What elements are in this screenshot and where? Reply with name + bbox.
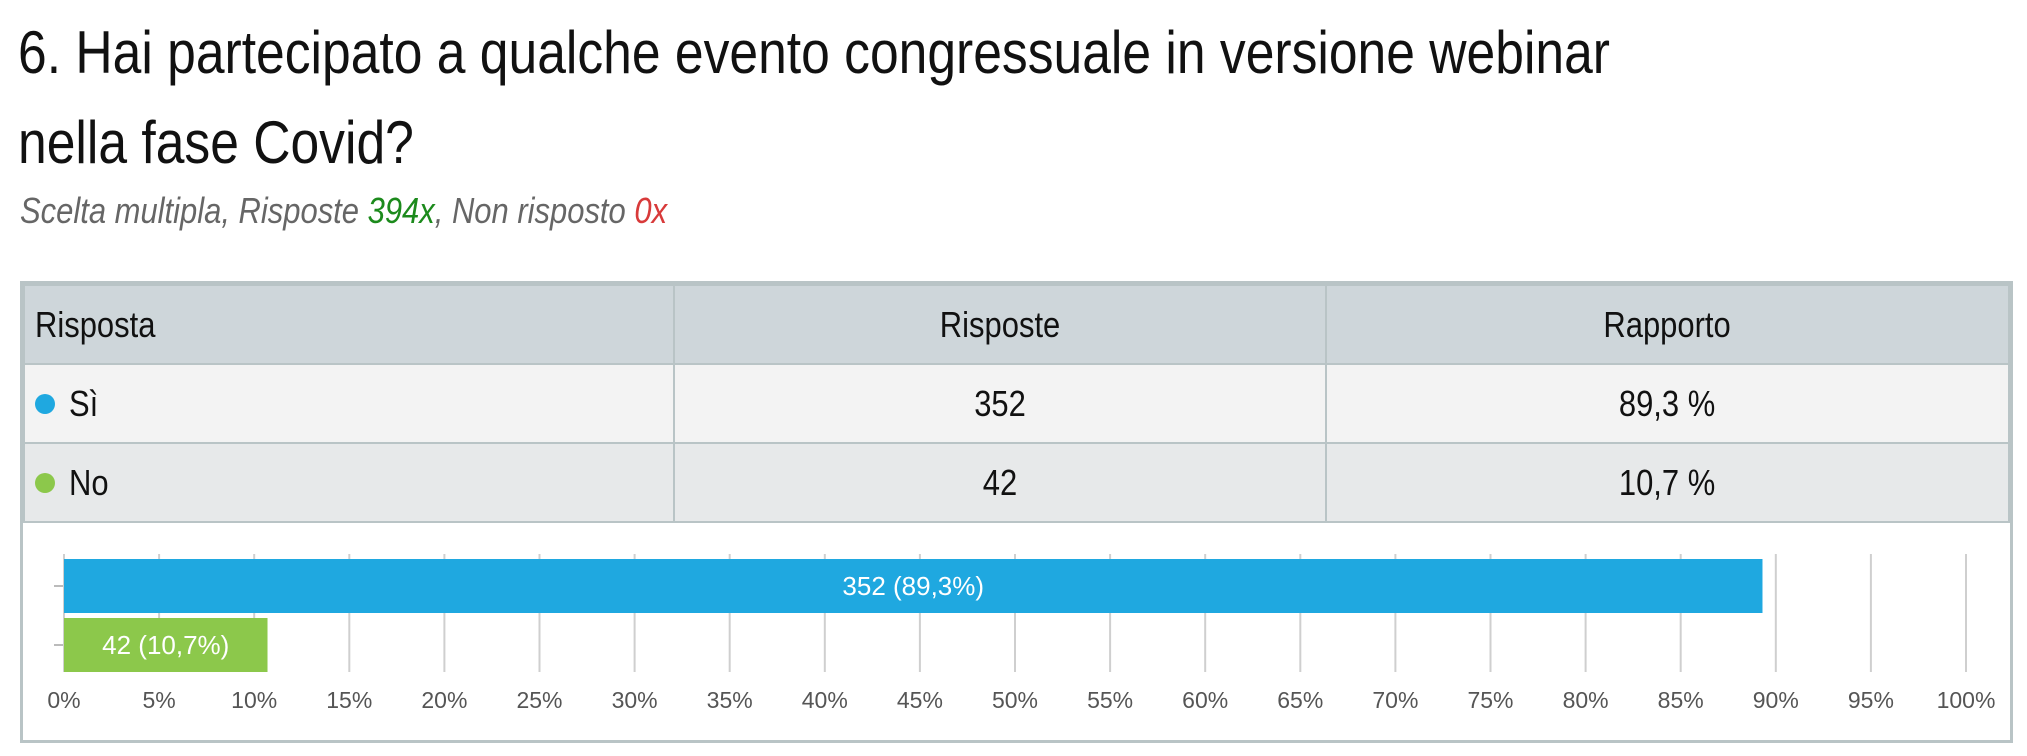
legend-dot-icon bbox=[35, 472, 55, 493]
x-tick-label: 35% bbox=[707, 687, 753, 713]
header-rapporto: Rapporto bbox=[1325, 284, 2010, 365]
x-tick-label: 80% bbox=[1563, 687, 1609, 713]
x-tick-label: 15% bbox=[326, 687, 372, 713]
row-count-cell: 42 bbox=[673, 442, 1327, 523]
data-label: 352 (89,3%) bbox=[842, 571, 984, 601]
row-ratio-cell: 10,7 % bbox=[1325, 442, 2010, 523]
x-tick-label: 85% bbox=[1658, 687, 1704, 713]
table-header-row: Risposta Risposte Rapporto bbox=[23, 284, 2010, 365]
x-tick-label: 10% bbox=[231, 687, 277, 713]
unanswered-count: 0x bbox=[634, 190, 668, 231]
question-subtitle: Scelta multipla, Risposte 394x, Non risp… bbox=[20, 190, 667, 232]
subtitle-prefix: Scelta multipla, Risposte bbox=[20, 190, 368, 231]
x-tick-label: 55% bbox=[1087, 687, 1133, 713]
x-tick-label: 70% bbox=[1372, 687, 1418, 713]
row-count-cell: 352 bbox=[673, 363, 1327, 444]
answered-count: 394x bbox=[367, 190, 435, 231]
subtitle-middle: , Non risposto bbox=[434, 190, 635, 231]
bar bbox=[64, 618, 268, 672]
row-label-cell: Sì bbox=[23, 363, 675, 444]
x-tick-label: 100% bbox=[1937, 687, 1996, 713]
bar bbox=[64, 559, 1763, 613]
data-label: 42 (10,7%) bbox=[102, 630, 229, 660]
row-ratio-cell: 89,3 % bbox=[1325, 363, 2010, 444]
x-tick-label: 95% bbox=[1848, 687, 1894, 713]
x-tick-label: 45% bbox=[897, 687, 943, 713]
x-tick-label: 0% bbox=[47, 687, 80, 713]
x-tick-label: 65% bbox=[1277, 687, 1323, 713]
header-risposta: Risposta bbox=[23, 284, 675, 365]
question-title: 6. Hai partecipato a qualche evento cong… bbox=[18, 19, 1610, 176]
x-tick-label: 25% bbox=[516, 687, 562, 713]
x-tick-label: 90% bbox=[1753, 687, 1799, 713]
x-tick-label: 60% bbox=[1182, 687, 1228, 713]
x-tick-label: 75% bbox=[1467, 687, 1513, 713]
x-tick-label: 50% bbox=[992, 687, 1038, 713]
x-tick-label: 30% bbox=[612, 687, 658, 713]
bar-chart: 0% 5% 10% 15% 20% 25% 30% 35% 40% 45% 50% 55% 60% 65%… bbox=[47, 554, 1996, 713]
x-tick-label: 20% bbox=[421, 687, 467, 713]
results-panel: Risposta Risposte Rapporto Sì 352 89,3 %… bbox=[20, 281, 2013, 743]
row-label-cell: No bbox=[23, 442, 675, 523]
results-table: Risposta Risposte Rapporto Sì 352 89,3 %… bbox=[23, 284, 2010, 523]
legend-dot-icon bbox=[35, 393, 55, 414]
table-row: No 42 10,7 % bbox=[23, 442, 2010, 523]
x-tick-label: 40% bbox=[802, 687, 848, 713]
table-row: Sì 352 89,3 % bbox=[23, 363, 2010, 444]
header-risposte: Risposte bbox=[673, 284, 1327, 365]
x-tick-label: 5% bbox=[142, 687, 175, 713]
